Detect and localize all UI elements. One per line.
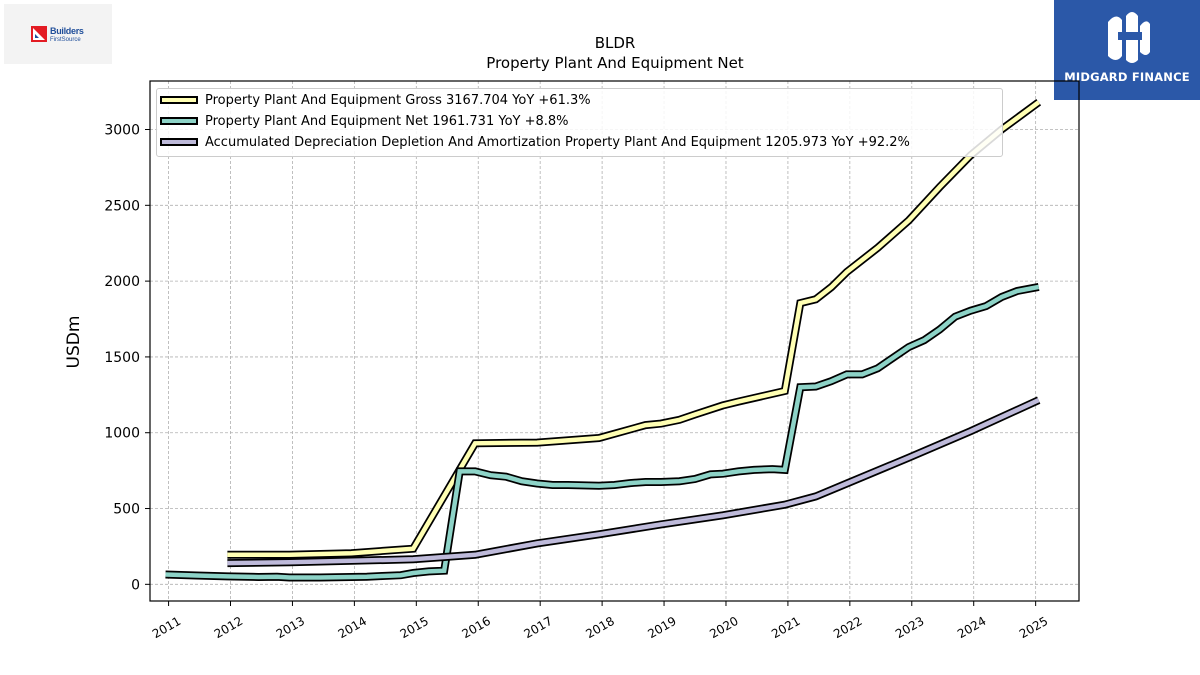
midgard-logo-icon: [1108, 12, 1150, 63]
x-tick-label: 2013: [274, 614, 307, 641]
y-tick-label: 500: [113, 502, 140, 518]
legend-label-depreciation: Accumulated Depreciation Depletion And A…: [205, 135, 910, 150]
x-tick-label: 2015: [398, 614, 431, 641]
chart-subtitle: Property Plant And Equipment Net: [486, 54, 743, 72]
y-tick-label: 2500: [104, 198, 140, 214]
legend-swatch-net: [160, 117, 198, 125]
x-tick-label: 2023: [893, 614, 926, 641]
left-logo-line2: FirstSource: [50, 37, 81, 43]
x-tick-label: 2021: [769, 614, 802, 641]
chart-legend: Property Plant And Equipment Gross 3167.…: [156, 88, 1003, 157]
x-tick-label: 2019: [645, 614, 678, 641]
x-tick-label: 2022: [831, 614, 864, 641]
builders-logo-icon: [31, 26, 47, 42]
legend-label-gross: Property Plant And Equipment Gross 3167.…: [205, 93, 591, 108]
right-logo-name: MIDGARD FINANCE: [1064, 70, 1190, 84]
y-tick-label: 1500: [104, 350, 140, 366]
chart-title: BLDR: [595, 34, 636, 52]
series-line-net: [165, 284, 1040, 580]
y-tick-label: 2000: [104, 274, 140, 290]
x-tick-label: 2018: [583, 614, 616, 641]
left-logo-line1: Builders: [50, 26, 84, 36]
legend-label-net: Property Plant And Equipment Net 1961.73…: [205, 114, 569, 129]
builders-firstsource-logo: Builders FirstSource: [4, 4, 112, 64]
x-tick-label: 2024: [955, 614, 988, 641]
x-tick-label: 2011: [150, 614, 183, 641]
y-axis-label: USDm: [64, 316, 84, 369]
x-tick-label: 2020: [707, 614, 740, 641]
series-line-gross: [227, 100, 1041, 558]
series-line-depreciation: [227, 398, 1040, 566]
x-tick-label: 2025: [1017, 614, 1050, 641]
x-tick-label: 2012: [212, 614, 245, 641]
x-tick-label: 2017: [521, 614, 554, 641]
series-line-outline-gross: [227, 98, 1042, 559]
legend-swatch-depreciation: [160, 138, 198, 146]
y-tick-label: 0: [131, 577, 140, 593]
y-tick-label: 3000: [104, 123, 140, 139]
series-layer: [165, 98, 1042, 582]
y-tick-label: 1000: [104, 426, 140, 442]
midgard-finance-logo: MIDGARD FINANCE: [1054, 0, 1200, 100]
grid: [150, 81, 1079, 601]
x-tick-label: 2014: [336, 614, 369, 641]
plot-frame: [149, 80, 1080, 602]
legend-swatch-gross: [160, 96, 198, 104]
x-tick-label: 2016: [460, 614, 493, 641]
